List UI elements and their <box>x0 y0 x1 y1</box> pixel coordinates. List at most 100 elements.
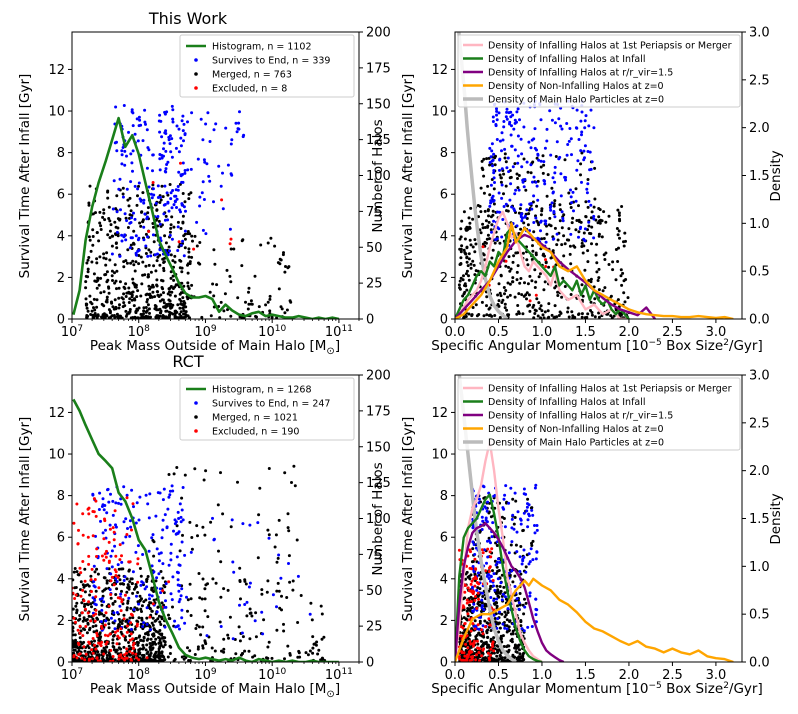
scatter-point <box>491 579 495 582</box>
scatter-point <box>115 246 119 250</box>
x-axis-label: Peak Mass Outside of Main Halo [M⊙] <box>90 681 340 700</box>
scatter-point <box>135 619 139 623</box>
scatter-point <box>119 609 123 613</box>
y2-axis-label: Density <box>768 150 784 201</box>
scatter-point <box>499 274 503 278</box>
scatter-point <box>162 269 166 273</box>
scatter-point <box>516 656 520 660</box>
scatter-point <box>467 257 471 261</box>
scatter-point <box>117 306 121 310</box>
scatter-point <box>134 637 138 640</box>
scatter-point <box>589 216 593 220</box>
scatter-point <box>100 624 103 628</box>
y2-tick-label: 175 <box>366 61 391 76</box>
scatter-point <box>75 611 79 615</box>
scatter-point <box>184 310 188 314</box>
scatter-point <box>532 175 536 179</box>
scatter-point <box>120 239 124 243</box>
scatter-point <box>178 627 181 631</box>
scatter-point <box>261 632 265 636</box>
scatter-point <box>163 315 167 319</box>
scatter-point <box>553 180 557 184</box>
scatter-point <box>187 287 191 291</box>
scatter-point <box>176 225 180 229</box>
scatter-point <box>186 281 190 285</box>
scatter-point <box>495 644 499 648</box>
scatter-point <box>534 180 538 184</box>
scatter-point <box>543 280 547 284</box>
scatter-point <box>155 547 159 551</box>
scatter-point <box>467 312 471 316</box>
scatter-point <box>527 212 531 216</box>
scatter-point <box>589 167 593 171</box>
scatter-point <box>515 110 519 114</box>
scatter-point <box>247 290 250 294</box>
scatter-point <box>497 191 501 195</box>
scatter-point <box>562 234 566 238</box>
scatter-point <box>144 493 148 497</box>
scatter-point <box>84 274 88 278</box>
scatter-point <box>126 198 130 202</box>
scatter-point <box>105 645 109 649</box>
scatter-point <box>151 659 155 662</box>
scatter-point <box>496 293 500 297</box>
scatter-point <box>474 648 478 652</box>
scatter-point <box>516 510 520 514</box>
scatter-point <box>539 220 543 224</box>
legend: Density of Infalling Halos at 1st Periap… <box>457 377 741 451</box>
scatter-point <box>493 314 497 317</box>
scatter-point <box>458 237 462 241</box>
scatter-point <box>72 616 76 620</box>
scatter-point <box>511 280 514 284</box>
scatter-point <box>553 304 557 308</box>
scatter-point <box>135 640 139 644</box>
scatter-point <box>597 311 601 315</box>
scatter-point <box>508 619 512 623</box>
scatter-point <box>166 218 170 222</box>
scatter-point <box>167 209 171 213</box>
scatter-point <box>144 252 148 255</box>
y-tick-label: 8 <box>440 146 448 161</box>
scatter-point <box>181 306 185 310</box>
scatter-point <box>468 633 472 637</box>
scatter-point <box>528 560 532 564</box>
scatter-point <box>134 583 138 586</box>
scatter-point <box>592 236 596 240</box>
scatter-point <box>168 249 171 253</box>
scatter-point <box>231 637 235 641</box>
scatter-point <box>571 190 575 194</box>
scatter-point <box>466 586 470 590</box>
scatter-point <box>100 640 104 644</box>
scatter-point <box>168 230 172 234</box>
scatter-point <box>535 184 539 188</box>
scatter-point <box>171 120 175 124</box>
scatter-point <box>94 595 98 599</box>
scatter-point <box>91 651 95 655</box>
scatter-point <box>492 187 496 191</box>
scatter-point <box>504 613 508 617</box>
scatter-point <box>308 649 312 653</box>
scatter-point <box>105 549 108 553</box>
scatter-point <box>529 547 533 551</box>
scatter-point <box>513 209 517 213</box>
scatter-point <box>464 638 468 642</box>
scatter-point <box>556 238 560 242</box>
y2-tick-label: 200 <box>366 26 391 41</box>
scatter-point <box>518 281 522 285</box>
scatter-point <box>137 306 141 310</box>
scatter-point <box>268 297 272 301</box>
scatter-point <box>139 255 143 259</box>
scatter-point <box>491 120 495 123</box>
scatter-point <box>165 191 169 195</box>
scatter-point <box>513 118 517 122</box>
scatter-point <box>168 493 172 497</box>
scatter-point <box>177 530 181 534</box>
scatter-point <box>201 646 205 650</box>
scatter-point <box>154 654 158 658</box>
scatter-point <box>105 300 109 304</box>
scatter-point <box>535 204 539 208</box>
scatter-point <box>517 643 521 647</box>
scatter-point <box>93 570 97 574</box>
scatter-point <box>257 513 261 517</box>
